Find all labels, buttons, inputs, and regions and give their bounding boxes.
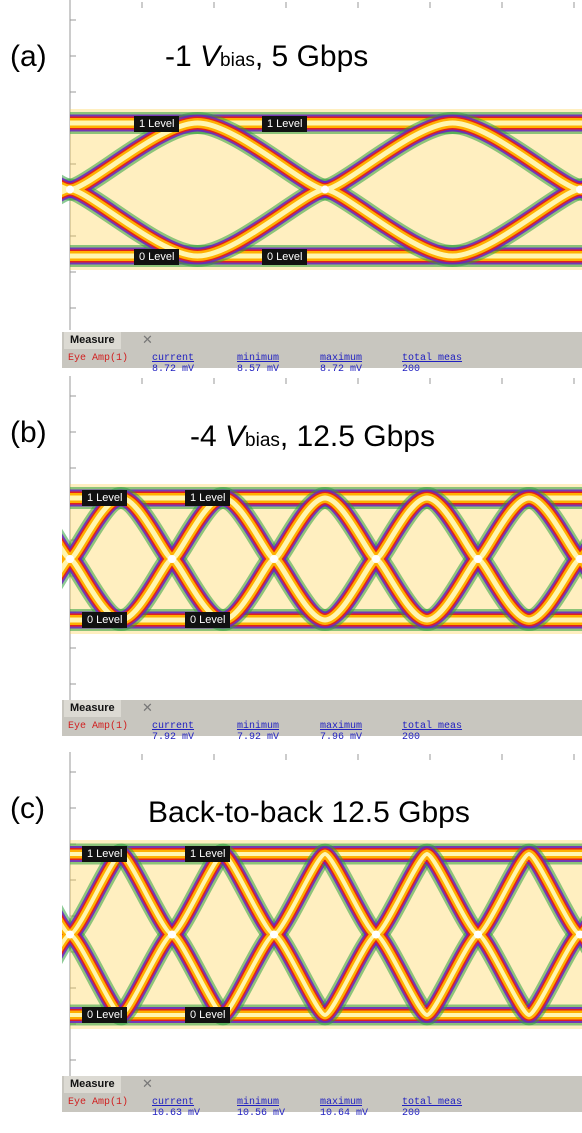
crossing-point [576, 930, 582, 939]
crossing-point [372, 930, 380, 939]
crossing-point [270, 555, 278, 563]
maximum-column: maximum 8.72 mV [320, 353, 363, 375]
panel-title: -1 Vbias, 5 Gbps [165, 40, 368, 74]
panel-label: (a) [10, 40, 47, 73]
eye-amp-label: Eye Amp(1) [68, 1097, 129, 1108]
current-column: current 8.72 mV [152, 353, 195, 375]
level-1-marker-left[interactable]: 1 Level [82, 846, 128, 862]
panel-title: Back-to-back 12.5 Gbps [148, 796, 470, 830]
close-icon[interactable]: ✕ [142, 1077, 153, 1092]
level-1-marker-right[interactable]: 1 Level [185, 490, 231, 506]
crossing-point [66, 185, 74, 194]
total-meas-column: total meas 200 [402, 353, 463, 375]
measure-panel: Measure ✕ Eye Amp(1) current 7.92 mV mini… [62, 700, 582, 743]
measure-tab[interactable]: Measure [64, 332, 121, 349]
title-var: V [225, 420, 246, 453]
eye-amp-label: Eye Amp(1) [68, 721, 129, 732]
eye-diagram-display: 1 Level 1 Level 0 Level 0 Level [62, 752, 582, 1082]
current-column: current 7.92 mV [152, 721, 195, 743]
current-column: current 10.63 mV [152, 1097, 201, 1119]
minimum-column: minimum 10.56 mV [237, 1097, 286, 1119]
panel-label: (c) [10, 792, 45, 825]
measure-tab[interactable]: Measure [64, 1076, 121, 1093]
level-1-marker-right[interactable]: 1 Level [185, 846, 231, 862]
measure-panel: Measure ✕ Eye Amp(1) current 8.72 mV mini… [62, 332, 582, 375]
level-0-marker-left[interactable]: 0 Level [134, 249, 180, 265]
title-prefix: Back-to-back 12.5 Gbps [148, 796, 470, 829]
crossing-point [576, 185, 582, 194]
eye-diagram [62, 376, 582, 706]
crossing-point [576, 555, 582, 563]
title-var: V [200, 40, 221, 73]
panel-title: -4 Vbias, 12.5 Gbps [190, 420, 435, 454]
level-0-marker-right[interactable]: 0 Level [262, 249, 308, 265]
eye-diagram [62, 0, 582, 330]
level-0-marker-left[interactable]: 0 Level [82, 612, 128, 628]
level-1-marker-left[interactable]: 1 Level [134, 116, 180, 132]
title-prefix: -4 [190, 420, 226, 453]
title-sub: bias [220, 50, 255, 71]
level-0-marker-right[interactable]: 0 Level [185, 1007, 231, 1023]
crossing-point [168, 930, 176, 939]
minimum-column: minimum 7.92 mV [237, 721, 280, 743]
panel-b: (b) -4 Vbias, 12.5 Gbps 1 Level 1 Level … [0, 376, 582, 746]
crossing-point [66, 555, 74, 563]
total-meas-column: total meas 200 [402, 1097, 463, 1119]
crossing-point [474, 555, 482, 563]
minimum-column: minimum 8.57 mV [237, 353, 280, 375]
crossing-point [372, 555, 380, 563]
crossing-point [168, 555, 176, 563]
title-suffix: , 5 Gbps [254, 40, 369, 73]
maximum-column: maximum 10.64 mV [320, 1097, 369, 1119]
total-meas-column: total meas 200 [402, 721, 463, 743]
level-1-marker-left[interactable]: 1 Level [82, 490, 128, 506]
panel-c: (c) Back-to-back 12.5 Gbps 1 Level 1 Lev… [0, 752, 582, 1122]
level-0-marker-right[interactable]: 0 Level [185, 612, 231, 628]
title-sub: bias [245, 430, 280, 451]
eye-diagram-display: 1 Level 1 Level 0 Level 0 Level [62, 0, 582, 330]
eye-diagram-display: 1 Level 1 Level 0 Level 0 Level [62, 376, 582, 706]
crossing-point [270, 930, 278, 939]
close-icon[interactable]: ✕ [142, 701, 153, 716]
measure-tab[interactable]: Measure [64, 700, 121, 717]
level-1-marker-right[interactable]: 1 Level [262, 116, 308, 132]
panel-a: (a) -1 Vbias, 5 Gbps 1 Level 1 Level 0 L… [0, 0, 582, 375]
title-prefix: -1 [165, 40, 201, 73]
eye-diagram [62, 752, 582, 1082]
crossing-point [66, 930, 74, 939]
level-0-marker-left[interactable]: 0 Level [82, 1007, 128, 1023]
eye-amp-label: Eye Amp(1) [68, 353, 129, 364]
measure-panel: Measure ✕ Eye Amp(1) current 10.63 mV min… [62, 1076, 582, 1119]
crossing-point [474, 930, 482, 939]
title-suffix: , 12.5 Gbps [279, 420, 435, 453]
crossing-point [321, 185, 329, 194]
maximum-column: maximum 7.96 mV [320, 721, 363, 743]
panel-label: (b) [10, 416, 47, 449]
close-icon[interactable]: ✕ [142, 333, 153, 348]
